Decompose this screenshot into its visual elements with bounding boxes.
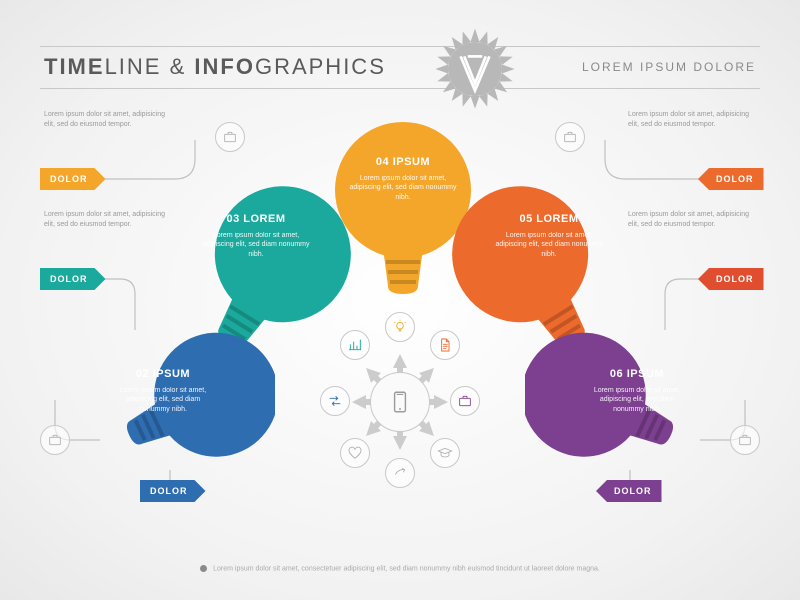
footer-text: Lorem ipsum dolor sit amet, consectetuer… bbox=[213, 565, 600, 572]
side-text-2: Lorem ipsum dolor sit amet, adipisicing … bbox=[44, 210, 174, 230]
ring-briefcase-bl bbox=[40, 425, 70, 455]
side-text-4: Lorem ipsum dolor sit amet, adipisicing … bbox=[628, 210, 758, 230]
tag-3-label: DOLOR bbox=[150, 486, 188, 496]
heart-icon bbox=[347, 445, 363, 461]
bulb-03-label: 03 LOREM bbox=[201, 213, 311, 225]
lightbulb-icon bbox=[392, 319, 408, 335]
bulb-06: 06 IPSUM Lorem ipsum dolor sit amet, adip… bbox=[525, 312, 695, 502]
share-icon bbox=[392, 465, 408, 481]
center-phone-ring bbox=[370, 372, 430, 432]
tag-2: DOLOR bbox=[40, 268, 106, 290]
ring-arrows bbox=[320, 386, 350, 416]
bulb-06-desc: Lorem ipsum dolor sit amet, adipiscing e… bbox=[587, 386, 687, 414]
footer-dot-icon bbox=[200, 565, 207, 572]
bulb-02: 02 IPSUM Lorem ipsum dolor sit amet, adip… bbox=[105, 312, 275, 502]
bulb-02-desc: Lorem ipsum dolor sit amet, adipiscing e… bbox=[113, 386, 213, 414]
smartphone-icon bbox=[387, 389, 413, 415]
side-text-1: Lorem ipsum dolor sit amet, adipisicing … bbox=[44, 110, 174, 130]
briefcase-icon bbox=[457, 393, 473, 409]
briefcase-icon bbox=[562, 129, 578, 145]
bulb-05-desc: Lorem ipsum dolor sit amet, adipiscing e… bbox=[494, 231, 604, 259]
transfer-icon bbox=[327, 393, 343, 409]
tag-4: DOLOR bbox=[698, 168, 764, 190]
side-text-3: Lorem ipsum dolor sit amet, adipisicing … bbox=[628, 110, 758, 130]
tag-3: DOLOR bbox=[140, 480, 206, 502]
tag-1-label: DOLOR bbox=[50, 174, 88, 184]
document-icon bbox=[437, 337, 453, 353]
tag-5-label: DOLOR bbox=[716, 274, 754, 284]
bulb-05-label: 05 LOREM bbox=[494, 213, 604, 225]
tag-4-label: DOLOR bbox=[716, 174, 754, 184]
briefcase-icon bbox=[47, 432, 63, 448]
ring-doc bbox=[430, 330, 460, 360]
briefcase-icon bbox=[222, 129, 238, 145]
bulb-04-label: 04 IPSUM bbox=[348, 156, 458, 168]
graduation-icon bbox=[437, 445, 453, 461]
bar-chart-icon bbox=[347, 337, 363, 353]
briefcase-icon bbox=[737, 432, 753, 448]
ring-briefcase-br bbox=[730, 425, 760, 455]
tag-6-label: DOLOR bbox=[614, 486, 652, 496]
tag-1: DOLOR bbox=[40, 168, 106, 190]
ring-bulb bbox=[385, 312, 415, 342]
tag-6: DOLOR bbox=[596, 480, 662, 502]
bulb-06-label: 06 IPSUM bbox=[587, 368, 687, 380]
footer: Lorem ipsum dolor sit amet, consectetuer… bbox=[0, 565, 800, 572]
ring-heart bbox=[340, 438, 370, 468]
ring-briefcase-tl bbox=[215, 122, 245, 152]
ring-briefcase-tr bbox=[555, 122, 585, 152]
tag-2-label: DOLOR bbox=[50, 274, 88, 284]
ring-cap bbox=[430, 438, 460, 468]
tag-5: DOLOR bbox=[698, 268, 764, 290]
ring-briefcase-inner bbox=[450, 386, 480, 416]
bulb-02-label: 02 IPSUM bbox=[113, 368, 213, 380]
bulb-04-desc: Lorem ipsum dolor sit amet, adipiscing e… bbox=[348, 174, 458, 202]
bulb-03-desc: Lorem ipsum dolor sit amet, adipiscing e… bbox=[201, 231, 311, 259]
ring-chart bbox=[340, 330, 370, 360]
ring-share bbox=[385, 458, 415, 488]
